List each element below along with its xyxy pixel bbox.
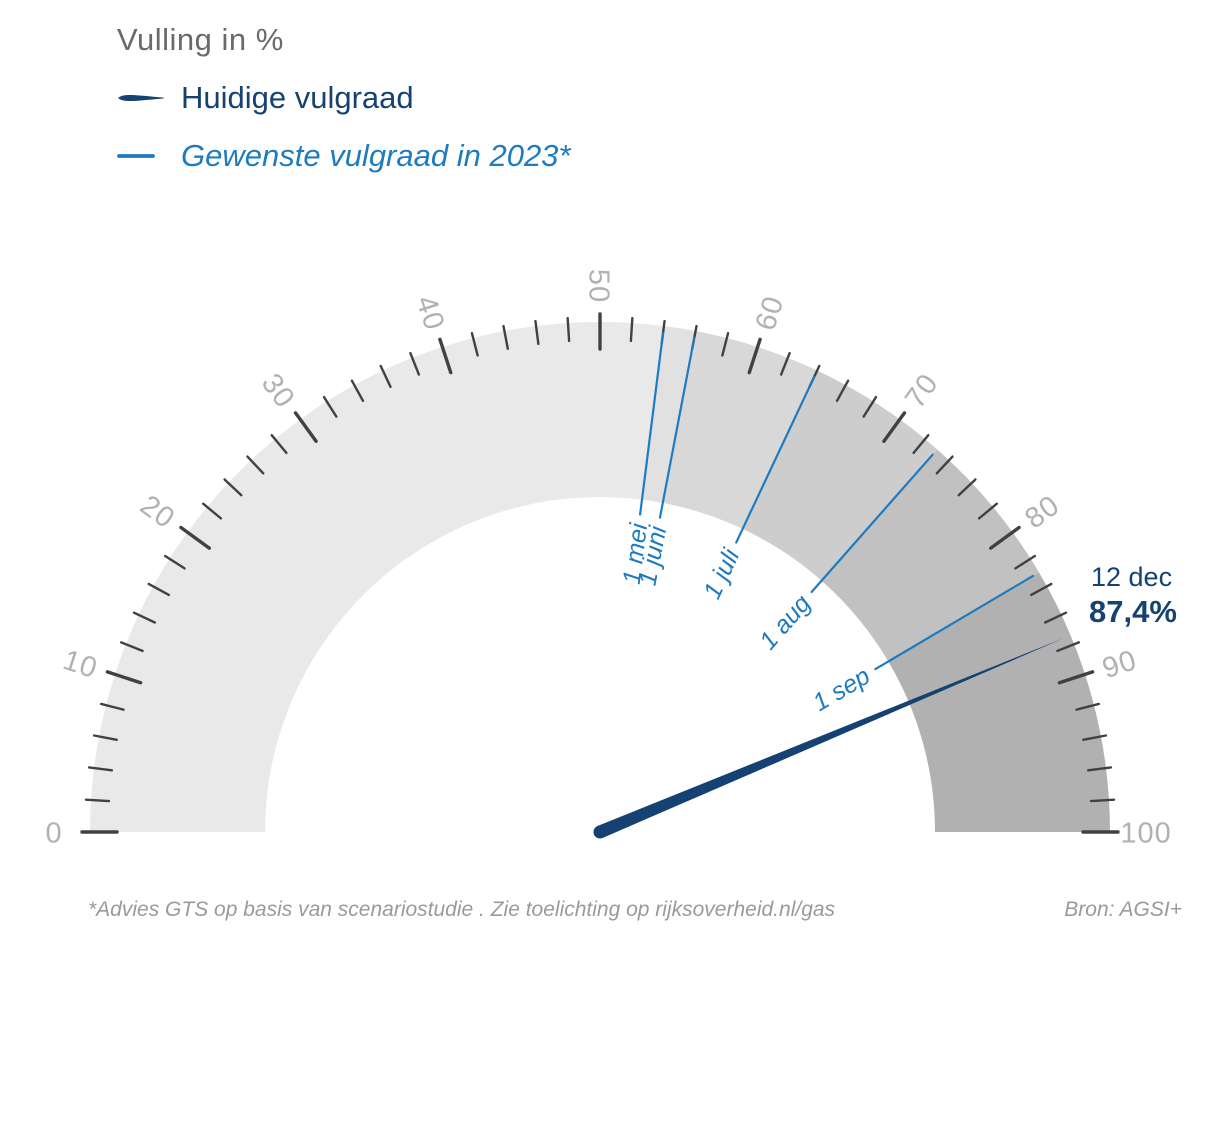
minor-tick bbox=[721, 331, 730, 357]
tick-label: 100 bbox=[1120, 817, 1171, 849]
gauge-segment bbox=[662, 331, 818, 529]
minor-tick bbox=[957, 478, 977, 497]
target-date-label: 1 aug bbox=[754, 590, 816, 656]
major-tick bbox=[747, 337, 762, 375]
minor-tick bbox=[862, 395, 878, 418]
minor-tick bbox=[379, 364, 392, 389]
needle-pointer bbox=[597, 638, 1065, 838]
minor-tick bbox=[163, 554, 186, 570]
gauge-segment bbox=[888, 572, 1110, 832]
gauge-needle bbox=[593, 638, 1065, 839]
minor-tick bbox=[270, 433, 288, 455]
tick-label: 50 bbox=[583, 269, 615, 303]
gauge-segment bbox=[641, 326, 696, 503]
minor-tick bbox=[350, 379, 365, 403]
major-tick bbox=[105, 670, 143, 685]
gauge-segment bbox=[742, 370, 938, 581]
legend-item-target: Gewenste vulgraad in 2023* bbox=[117, 132, 570, 180]
target-line bbox=[639, 331, 665, 516]
source-credit: Bron: AGSI+ bbox=[1064, 898, 1182, 921]
line-dash-icon bbox=[117, 148, 165, 164]
minor-tick bbox=[629, 316, 634, 343]
minor-tick bbox=[1029, 582, 1053, 597]
minor-tick bbox=[534, 319, 540, 346]
minor-tick bbox=[409, 351, 421, 376]
target-date-label: 1 sep bbox=[808, 662, 875, 717]
minor-tick bbox=[1082, 734, 1108, 742]
tick-label: 60 bbox=[750, 292, 791, 334]
gauge-segment bbox=[90, 321, 664, 832]
tick-label: 70 bbox=[899, 368, 945, 415]
tick-label: 20 bbox=[134, 489, 181, 535]
target-line bbox=[810, 453, 934, 594]
tick-label: 80 bbox=[1019, 489, 1066, 535]
minor-tick bbox=[779, 351, 791, 376]
minor-tick bbox=[223, 478, 243, 497]
minor-tick bbox=[132, 611, 157, 624]
major-tick bbox=[1057, 670, 1095, 685]
legend-item-current: Huidige vulgraad bbox=[117, 74, 570, 122]
minor-tick bbox=[566, 316, 571, 343]
footnote: *Advies GTS op basis van scenariostudie … bbox=[88, 898, 836, 921]
minor-tick bbox=[1043, 611, 1068, 624]
target-date-label: 1 juli bbox=[698, 543, 746, 603]
tick-label: 0 bbox=[45, 817, 62, 849]
minor-tick bbox=[87, 766, 114, 772]
major-tick bbox=[293, 411, 318, 443]
tick-label: 90 bbox=[1098, 644, 1140, 685]
gauge-ticks bbox=[80, 312, 1120, 834]
legend-label-current: Huidige vulgraad bbox=[181, 80, 414, 115]
minor-tick bbox=[84, 798, 111, 803]
target-line bbox=[658, 336, 696, 519]
minor-tick bbox=[977, 502, 999, 520]
minor-tick bbox=[99, 702, 125, 711]
minor-tick bbox=[246, 455, 265, 475]
minor-tick bbox=[119, 641, 144, 653]
minor-tick bbox=[92, 734, 118, 742]
tick-label: 30 bbox=[255, 368, 301, 415]
gauge-ring bbox=[90, 321, 1110, 832]
major-tick bbox=[438, 337, 453, 375]
minor-tick bbox=[1014, 554, 1037, 570]
minor-tick bbox=[912, 433, 930, 455]
major-tick bbox=[882, 411, 907, 443]
legend: Huidige vulgraad Gewenste vulgraad in 20… bbox=[117, 74, 570, 190]
tick-label: 40 bbox=[409, 292, 450, 334]
major-tick bbox=[989, 525, 1021, 550]
needle-dash-icon bbox=[117, 90, 165, 106]
gauge-segment bbox=[821, 449, 1039, 662]
minor-tick bbox=[935, 455, 954, 475]
minor-tick bbox=[322, 395, 338, 418]
legend-label-target: Gewenste vulgraad in 2023* bbox=[181, 138, 571, 173]
needle-date-label: 12 dec bbox=[1091, 562, 1172, 592]
minor-tick bbox=[1075, 702, 1101, 711]
needle-value-label: 87,4% bbox=[1089, 594, 1177, 629]
major-tick bbox=[179, 525, 211, 550]
target-line bbox=[874, 574, 1035, 671]
tick-label: 10 bbox=[59, 644, 101, 685]
page-title: Vulling in % bbox=[117, 22, 284, 57]
minor-tick bbox=[1086, 766, 1113, 772]
minor-tick bbox=[1089, 798, 1116, 803]
minor-tick bbox=[201, 502, 223, 520]
minor-tick bbox=[1056, 641, 1081, 653]
gauge-target-markers bbox=[639, 331, 1035, 671]
needle-pivot bbox=[593, 825, 607, 839]
minor-tick bbox=[470, 331, 479, 357]
target-line bbox=[735, 375, 816, 544]
minor-tick bbox=[835, 379, 850, 403]
minor-tick bbox=[502, 324, 510, 350]
minor-tick bbox=[147, 582, 171, 597]
